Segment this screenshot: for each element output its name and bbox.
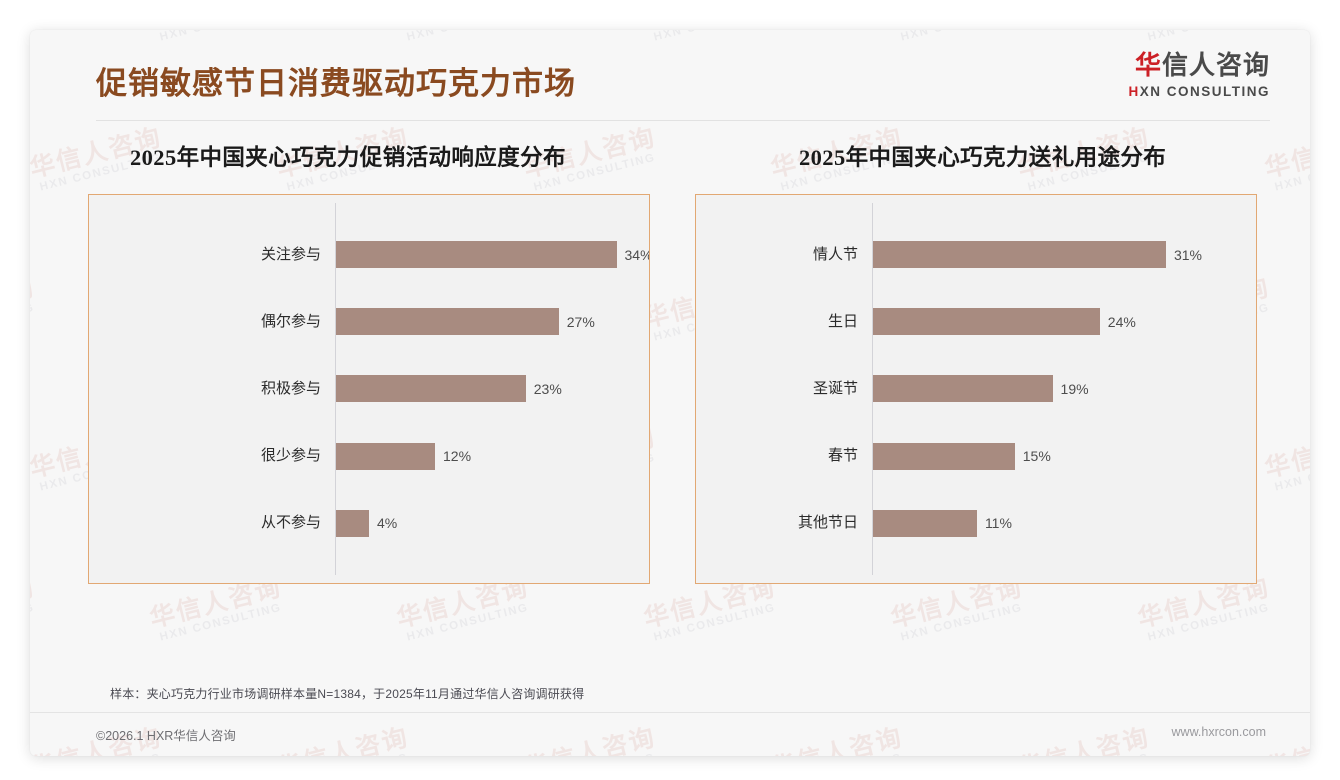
bar-fill [873,442,1015,470]
bar-track: 11% [873,505,1256,541]
bar-track: 12% [336,438,649,474]
bar-row: 积极参与 23% [89,371,649,407]
bar-fill [336,375,526,403]
bar-fill [336,241,617,269]
bar-row: 从不参与 4% [89,505,649,541]
bar-category-label: 其他节日 [797,514,858,532]
logo-english-accent: H [1128,84,1140,99]
bar-row: 其他节日 11% [696,505,1256,541]
bar-row: 很少参与 12% [89,438,649,474]
logo-chinese: 华信人咨询 [1129,52,1271,78]
chart-plot-left: 关注参与 34% 偶尔参与 27% 积极参与 23% 很少参与 12% 从不参与 4% [89,195,649,583]
bar-value-label: 34% [624,246,650,263]
slide-header: 促销敏感节日消费驱动巧克力市场 华信人咨询 HXN CONSULTING [30,30,1310,122]
bar-category-label: 从不参与 [260,514,321,532]
slide-card: 华信人咨询 HXN CONSULTING 华信人咨询 HXN CONSULTING 华信… [30,30,1310,756]
bar-fill [873,308,1100,336]
bar-fill [873,375,1053,403]
chart-plot-right: 情人节 31% 生日 24% 圣诞节 19% 春节 15% 其他节日 11% [696,195,1256,583]
bar-category-label: 生日 [827,312,858,330]
bar-fill [336,509,369,537]
bar-value-label: 31% [1173,246,1202,263]
bar-value-label: 11% [984,515,1012,532]
chart-block-promotion-response: 2025年中国夹心巧克力促销活动响应度分布 关注参与 34% 偶尔参与 27% 积极参与… [88,122,650,584]
slide-footer: ©2026.1 HXR华信人咨询 www.hxrcon.com [30,713,1310,756]
bar-track: 31% [873,237,1256,273]
page-title: 促销敏感节日消费驱动巧克力市场 [96,66,576,101]
bar-value-label: 23% [533,380,562,397]
chart-axis-line-left [335,203,336,575]
bar-category-label: 偶尔参与 [260,312,321,330]
bar-fill [336,442,435,470]
chart-block-gifting-occasion: 2025年中国夹心巧克力送礼用途分布 情人节 31% 生日 24% 圣诞节 19% 春节 15… [695,122,1257,584]
bar-category-label: 关注参与 [260,245,321,263]
footer-divider [30,712,1310,713]
chart-title-right: 2025年中国夹心巧克力送礼用途分布 [799,145,1167,170]
bar-value-label: 4% [377,515,398,532]
logo-english-rest: XN CONSULTING [1139,84,1270,99]
charts-container: 2025年中国夹心巧克力促销活动响应度分布 关注参与 34% 偶尔参与 27% 积极参与… [30,122,1310,662]
bar-track: 23% [336,371,649,407]
chart-frame-right: 情人节 31% 生日 24% 圣诞节 19% 春节 15% 其他节日 11% [695,194,1257,584]
bar-track: 24% [873,304,1256,340]
header-divider [96,120,1270,121]
logo-english: HXN CONSULTING [1129,85,1271,99]
bar-category-label: 很少参与 [260,447,321,465]
chart-title-left: 2025年中国夹心巧克力促销活动响应度分布 [130,145,566,170]
bar-track: 34% [336,237,649,273]
company-logo: 华信人咨询 HXN CONSULTING [1129,52,1271,99]
sample-footnote: 样本：夹心巧克力行业市场调研样本量N=1384，于2025年11月通过华信人咨询… [110,687,585,701]
bar-fill [873,241,1166,269]
bar-value-label: 27% [566,313,595,330]
bar-row: 关注参与 34% [89,237,649,273]
bar-value-label: 15% [1022,448,1051,465]
chart-axis-line-right [872,203,873,575]
bar-category-label: 情人节 [812,245,858,263]
bar-category-label: 圣诞节 [812,379,858,397]
bar-track: 4% [336,505,649,541]
website-text: www.hxrcon.com [1171,725,1266,739]
logo-chinese-rest: 信人咨询 [1161,50,1270,80]
bar-category-label: 积极参与 [260,379,321,397]
bar-track: 27% [336,304,649,340]
bar-track: 19% [873,371,1256,407]
bar-row: 春节 15% [696,438,1256,474]
bar-category-label: 春节 [827,447,858,465]
chart-frame-left: 关注参与 34% 偶尔参与 27% 积极参与 23% 很少参与 12% 从不参与 4% [88,194,650,584]
bar-track: 15% [873,438,1256,474]
bar-value-label: 24% [1107,313,1136,330]
bar-row: 圣诞节 19% [696,371,1256,407]
copyright-text: ©2026.1 HXR华信人咨询 [96,729,236,743]
bar-row: 生日 24% [696,304,1256,340]
bar-value-label: 19% [1060,380,1089,397]
bar-value-label: 12% [443,448,472,465]
logo-chinese-accent: 华 [1134,50,1162,80]
bar-fill [336,308,559,336]
bar-row: 情人节 31% [696,237,1256,273]
bar-fill [873,509,977,537]
bar-row: 偶尔参与 27% [89,304,649,340]
